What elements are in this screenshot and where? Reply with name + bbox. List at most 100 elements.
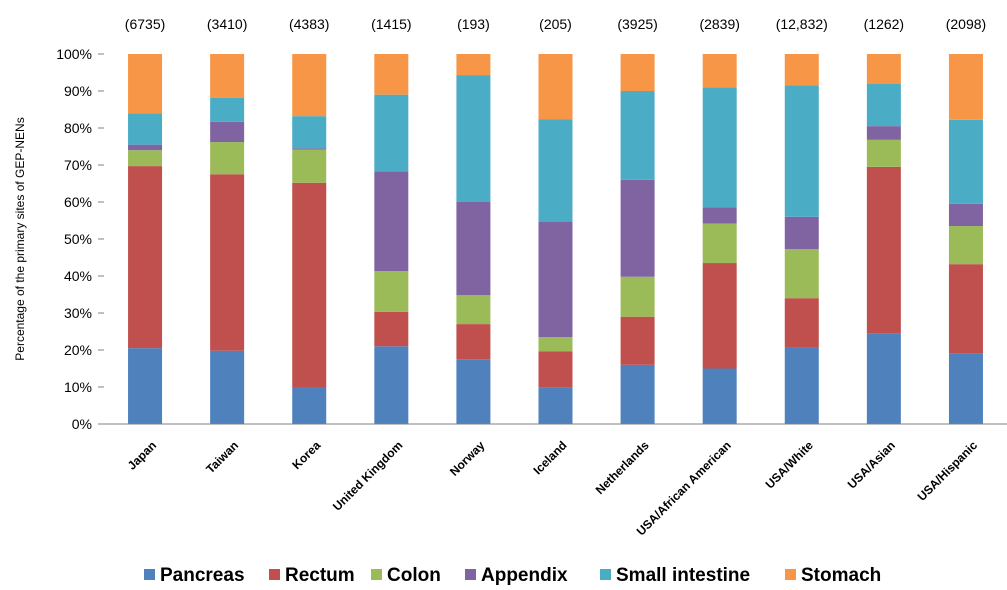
bar-segment-stomach <box>210 54 245 98</box>
bar-segment-small-intestine <box>374 94 409 172</box>
x-category-label: Netherlands <box>593 438 652 497</box>
bar-segment-small-intestine <box>128 113 163 145</box>
bar-segment-small-intestine <box>702 87 737 208</box>
bar-segment-colon <box>784 248 819 299</box>
legend-label: Pancreas <box>160 565 245 586</box>
bar-segment-small-intestine <box>538 119 573 222</box>
sample-size-label: (205) <box>539 16 572 32</box>
bar-segment-stomach <box>374 54 409 95</box>
y-tick-label: 30% <box>64 305 92 321</box>
y-tick-label: 0% <box>72 416 92 432</box>
bar-segment-rectum <box>128 166 163 349</box>
x-category-label: USA/White <box>763 438 816 491</box>
x-axis-category-labels: Japan Taiwan Korea United Kingdom Norway Icel… <box>125 438 981 538</box>
sample-size-label: (2098) <box>946 16 986 32</box>
bar-segment-colon <box>456 295 491 325</box>
bar-segment-small-intestine <box>620 91 655 180</box>
x-category-label: Korea <box>289 438 323 472</box>
bar-segment-rectum <box>620 316 655 365</box>
bar-segment-colon <box>128 150 163 167</box>
y-tick-label: 60% <box>64 194 92 210</box>
bar-segment-colon <box>292 149 327 183</box>
legend-label: Small intestine <box>616 565 750 586</box>
legend-swatch-pancreas <box>144 569 155 580</box>
x-category-label: USA/Asian <box>845 438 898 491</box>
sample-size-label: (12,832) <box>776 16 828 32</box>
bar-segment-stomach <box>620 54 655 91</box>
bar-segment-stomach <box>292 54 327 117</box>
y-tick-label: 20% <box>64 342 92 358</box>
y-tick-label: 100% <box>56 46 92 62</box>
bar-segment-stomach <box>866 54 901 84</box>
bar-segment-pancreas <box>374 346 409 424</box>
bar-segment-appendix <box>456 202 491 296</box>
bar-segment-pancreas <box>292 387 327 424</box>
sample-size-label: (1415) <box>371 16 411 32</box>
bar-segment-appendix <box>374 171 409 272</box>
bar-segment-colon <box>210 142 245 175</box>
bar-segment-rectum <box>292 182 327 387</box>
bar-segment-small-intestine <box>456 75 491 202</box>
bar-segment-rectum <box>866 166 901 334</box>
y-axis-label: Percentage of the primary sites of GEP-N… <box>13 117 27 360</box>
legend-swatch-appendix <box>465 569 476 580</box>
x-category-label: Norway <box>447 438 488 479</box>
sample-size-label: (1262) <box>864 16 904 32</box>
sample-size-label: (4383) <box>289 16 329 32</box>
bar-segment-appendix <box>210 121 245 143</box>
x-category-label: USA/African American <box>634 438 734 538</box>
legend-label: Appendix <box>481 565 568 586</box>
y-tick-label: 50% <box>64 231 92 247</box>
x-category-label: USA/Hispanic <box>915 438 981 504</box>
legend-swatch-colon <box>371 569 382 580</box>
bar-segment-colon <box>620 276 655 317</box>
bar-segment-appendix <box>292 148 327 150</box>
bar-segment-pancreas <box>784 347 819 424</box>
x-category-label: United Kingdom <box>330 438 405 513</box>
bar-segment-small-intestine <box>210 97 245 122</box>
y-tick-label: 90% <box>64 83 92 99</box>
bar-segment-pancreas <box>620 364 655 424</box>
bar-segment-stomach <box>128 54 163 114</box>
legend-swatch-stomach <box>785 569 796 580</box>
bar-segment-colon <box>866 139 901 167</box>
y-tick-label: 40% <box>64 268 92 284</box>
bar-segment-rectum <box>702 263 737 369</box>
bar-segment-pancreas <box>210 350 245 424</box>
bar-segment-appendix <box>948 203 983 227</box>
bar-segment-pancreas <box>128 348 163 424</box>
bar-segment-appendix <box>866 126 901 140</box>
bar-segment-pancreas <box>456 359 491 424</box>
bar-segment-pancreas <box>702 368 737 424</box>
y-tick-label: 80% <box>64 120 92 136</box>
sample-size-label: (193) <box>457 16 490 32</box>
legend-label: Rectum <box>285 565 355 586</box>
bar-segment-colon <box>374 271 409 312</box>
bar-segment-rectum <box>210 174 245 351</box>
sample-size-label: (3925) <box>617 16 657 32</box>
sample-size-label: (6735) <box>125 16 165 32</box>
bar-segment-colon <box>948 226 983 265</box>
legend-swatch-small-intestine <box>600 569 611 580</box>
bar-segment-pancreas <box>866 333 901 424</box>
y-axis-ticks: 0% 10% 20% 30% 40% 50% 60% 70% 80% 90% 100% <box>56 46 104 432</box>
bar-segment-stomach <box>784 54 819 86</box>
legend-label: Colon <box>387 565 441 586</box>
y-tick-label: 10% <box>64 379 92 395</box>
legend-swatch-rectum <box>269 569 280 580</box>
bar-segment-appendix <box>784 216 819 249</box>
bar-segment-appendix <box>620 179 655 277</box>
legend: Pancreas Rectum Colon Appendix Small intesti… <box>144 565 881 586</box>
bar-segment-appendix <box>538 221 573 338</box>
bar-segment-rectum <box>456 324 491 360</box>
bar-segment-rectum <box>948 264 983 354</box>
bar-segment-pancreas <box>948 353 983 424</box>
sample-size-label: (3410) <box>207 16 247 32</box>
bar-segment-colon <box>702 223 737 264</box>
sample-size-labels: (6735) (3410) (4383) (1415) (193) (205) (3925)… <box>125 16 986 32</box>
legend-label: Stomach <box>801 565 881 586</box>
x-category-label: Iceland <box>530 438 569 477</box>
bar-segment-appendix <box>128 144 163 151</box>
sample-size-label: (2839) <box>699 16 739 32</box>
